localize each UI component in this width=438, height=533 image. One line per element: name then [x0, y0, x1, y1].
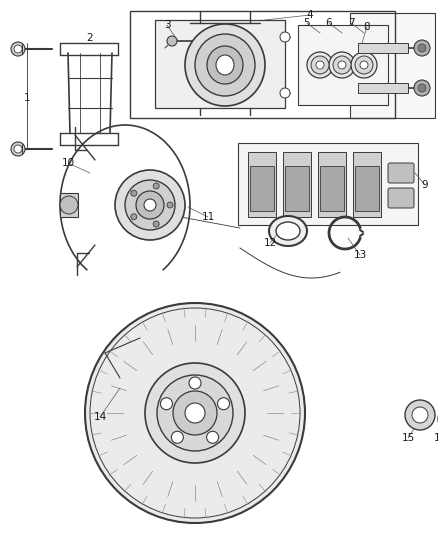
Circle shape — [167, 36, 177, 46]
Circle shape — [173, 391, 217, 435]
FancyBboxPatch shape — [388, 163, 414, 183]
Circle shape — [131, 214, 137, 220]
Circle shape — [414, 80, 430, 96]
Circle shape — [171, 431, 184, 443]
Ellipse shape — [412, 407, 428, 423]
Bar — [248, 152, 276, 217]
Ellipse shape — [207, 46, 243, 84]
Ellipse shape — [136, 191, 164, 219]
Bar — [285, 166, 309, 211]
Bar — [250, 166, 274, 211]
Circle shape — [418, 84, 426, 92]
Ellipse shape — [355, 56, 373, 74]
Ellipse shape — [338, 61, 346, 69]
Circle shape — [153, 221, 159, 227]
Circle shape — [11, 142, 25, 156]
Text: 7: 7 — [348, 18, 354, 28]
Circle shape — [14, 145, 22, 153]
Ellipse shape — [269, 216, 307, 246]
Ellipse shape — [144, 199, 156, 211]
Bar — [358, 43, 408, 53]
Ellipse shape — [195, 34, 255, 96]
Bar — [355, 166, 379, 211]
Text: 5: 5 — [304, 18, 310, 28]
Circle shape — [414, 40, 430, 56]
Text: 13: 13 — [353, 250, 367, 260]
Text: 14: 14 — [93, 412, 106, 422]
Bar — [298, 25, 388, 105]
Bar — [353, 152, 381, 217]
Ellipse shape — [276, 222, 300, 240]
Circle shape — [145, 363, 245, 463]
FancyBboxPatch shape — [388, 188, 414, 208]
Ellipse shape — [360, 61, 368, 69]
Ellipse shape — [333, 56, 351, 74]
Bar — [155, 20, 285, 108]
Text: 10: 10 — [61, 158, 74, 168]
Bar — [130, 11, 395, 118]
Text: 2: 2 — [87, 33, 93, 43]
Circle shape — [218, 398, 230, 410]
Circle shape — [280, 32, 290, 42]
Circle shape — [157, 375, 233, 451]
Text: 9: 9 — [422, 180, 428, 190]
Ellipse shape — [307, 52, 333, 78]
Text: 8: 8 — [364, 22, 370, 32]
Ellipse shape — [115, 170, 185, 240]
Bar — [358, 83, 408, 93]
Text: 1: 1 — [24, 93, 30, 103]
Circle shape — [207, 431, 219, 443]
Circle shape — [131, 190, 137, 196]
Circle shape — [153, 183, 159, 189]
Text: 12: 12 — [263, 238, 277, 248]
Ellipse shape — [351, 52, 377, 78]
Text: 15: 15 — [401, 433, 415, 443]
Circle shape — [85, 303, 305, 523]
Circle shape — [167, 202, 173, 208]
Circle shape — [11, 42, 25, 56]
Text: 16: 16 — [433, 433, 438, 443]
Circle shape — [60, 196, 78, 214]
Ellipse shape — [216, 55, 234, 75]
Ellipse shape — [316, 61, 324, 69]
Text: 4: 4 — [307, 10, 313, 20]
Bar — [60, 193, 78, 217]
Ellipse shape — [329, 52, 355, 78]
Ellipse shape — [405, 400, 435, 430]
Ellipse shape — [185, 24, 265, 106]
Circle shape — [418, 44, 426, 52]
Bar — [350, 13, 435, 118]
Text: 3: 3 — [164, 20, 170, 30]
Circle shape — [160, 398, 173, 410]
Circle shape — [14, 45, 22, 53]
Ellipse shape — [311, 56, 329, 74]
Text: 6: 6 — [326, 18, 332, 28]
Text: 11: 11 — [201, 212, 215, 222]
Bar — [238, 143, 418, 225]
Bar — [320, 166, 344, 211]
Bar — [283, 152, 311, 217]
Bar — [318, 152, 346, 217]
Circle shape — [185, 403, 205, 423]
Circle shape — [189, 377, 201, 389]
Ellipse shape — [125, 180, 175, 230]
Circle shape — [280, 88, 290, 98]
